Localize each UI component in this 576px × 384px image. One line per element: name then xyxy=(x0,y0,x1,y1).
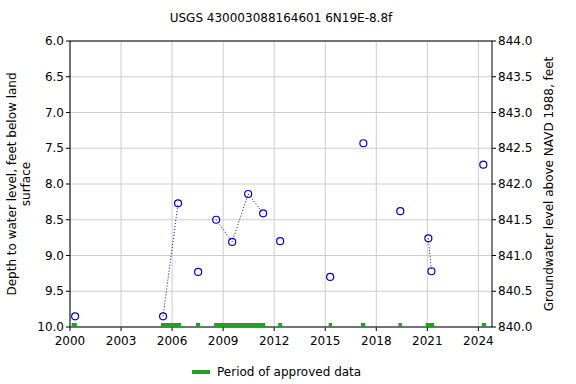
x-tick xyxy=(172,327,173,331)
x-tick-label: 2006 xyxy=(157,334,188,348)
x-tick xyxy=(223,327,224,331)
series-line xyxy=(163,203,178,316)
data-area xyxy=(72,140,487,327)
y-grid xyxy=(70,255,492,256)
y2-axis-label: Groundwater level above NAVD 1988, feet xyxy=(542,56,556,311)
x-tick-label: 2000 xyxy=(55,334,86,348)
data-point xyxy=(245,191,252,198)
y-grid xyxy=(70,112,492,113)
x-tick-label: 2021 xyxy=(412,334,443,348)
x-tick xyxy=(427,327,428,331)
data-point xyxy=(425,235,432,242)
approved-period xyxy=(161,323,181,327)
y-tick xyxy=(66,327,70,328)
y-label-line: Depth to water level, feet below land xyxy=(5,72,19,295)
data-point xyxy=(397,208,404,215)
chart: USGS 430003088164601 6N19E-8.8f 2000 2003 2… xyxy=(0,0,576,384)
legend-label: Period of approved data xyxy=(217,365,361,379)
y-tick-label: 6.0 xyxy=(45,34,64,48)
data-point xyxy=(175,200,182,207)
x-tick xyxy=(121,327,122,331)
y2-tick-label: 841.0 xyxy=(498,249,532,263)
y2-tick xyxy=(492,219,496,220)
y2-tick xyxy=(492,327,496,328)
data-point xyxy=(160,313,167,320)
approved-period xyxy=(214,323,265,327)
data-point xyxy=(260,210,267,217)
approved-period xyxy=(278,323,282,327)
series-line xyxy=(428,238,431,271)
approved-period xyxy=(196,323,200,327)
approved-period xyxy=(361,323,365,327)
y2-tick-label: 840.0 xyxy=(498,320,532,334)
x-tick-label: 2003 xyxy=(106,334,137,348)
y2-tick xyxy=(492,112,496,113)
plot-frame xyxy=(70,41,492,327)
data-point xyxy=(229,238,236,245)
data-point xyxy=(428,268,435,275)
y-tick xyxy=(66,184,70,185)
data-point xyxy=(72,313,79,320)
x-tick-label: 2009 xyxy=(208,334,239,348)
legend-swatch xyxy=(192,370,210,374)
y-tick xyxy=(66,112,70,113)
y2-tick xyxy=(492,291,496,292)
y-tick-label: 9.5 xyxy=(45,284,64,298)
x-tick-label: 2012 xyxy=(259,334,290,348)
y-tick-label: 7.0 xyxy=(45,106,64,120)
data-point xyxy=(480,161,487,168)
y-tick xyxy=(66,219,70,220)
y-tick xyxy=(66,41,70,42)
y-grid xyxy=(70,76,492,77)
approved-period xyxy=(398,323,401,327)
y2-tick-label: 843.0 xyxy=(498,106,532,120)
x-tick xyxy=(478,327,479,331)
y-grid xyxy=(70,184,492,185)
x-tick xyxy=(376,327,377,331)
y-grid xyxy=(70,219,492,220)
y-tick-label: 9.0 xyxy=(45,249,64,263)
y-tick xyxy=(66,291,70,292)
y2-tick xyxy=(492,41,496,42)
data-point xyxy=(360,140,367,147)
y-tick-label: 7.5 xyxy=(45,141,64,155)
y-tick xyxy=(66,148,70,149)
y-tick xyxy=(66,76,70,77)
y2-tick xyxy=(492,76,496,77)
y2-tick-label: 842.5 xyxy=(498,141,532,155)
y2-tick-label: 841.5 xyxy=(498,213,532,227)
approved-period xyxy=(72,323,77,327)
y-tick-label: 6.5 xyxy=(45,70,64,84)
x-tick-label: 2015 xyxy=(310,334,341,348)
y2-tick-label: 840.5 xyxy=(498,284,532,298)
approved-period xyxy=(329,323,332,327)
y-label-line: surface xyxy=(19,162,33,206)
y-tick xyxy=(66,255,70,256)
x-tick-label: 2024 xyxy=(463,334,494,348)
y2-tick xyxy=(492,148,496,149)
data-point xyxy=(195,268,202,275)
approved-period xyxy=(426,323,435,327)
y2-tick xyxy=(492,184,496,185)
y-grid xyxy=(70,148,492,149)
y2-tick-label: 842.0 xyxy=(498,177,532,191)
data-point xyxy=(213,216,220,223)
data-point xyxy=(327,273,334,280)
y-tick-label: 8.0 xyxy=(45,177,64,191)
data-point xyxy=(277,238,284,245)
y-tick-label: 8.5 xyxy=(45,213,64,227)
x-tick-label: 2018 xyxy=(361,334,392,348)
y-tick-label: 10.0 xyxy=(37,320,64,334)
y2-tick-label: 843.5 xyxy=(498,70,532,84)
x-tick xyxy=(274,327,275,331)
title: USGS 430003088164601 6N19E-8.8f xyxy=(170,11,393,25)
x-tick xyxy=(325,327,326,331)
y2-tick-label: 844.0 xyxy=(498,34,532,48)
series-line xyxy=(216,194,263,242)
approved-period xyxy=(482,323,486,327)
y-axis-label: Depth to water level, feet below landsur… xyxy=(5,72,33,295)
y2-tick xyxy=(492,255,496,256)
y-grid xyxy=(70,291,492,292)
x-tick xyxy=(70,327,71,331)
